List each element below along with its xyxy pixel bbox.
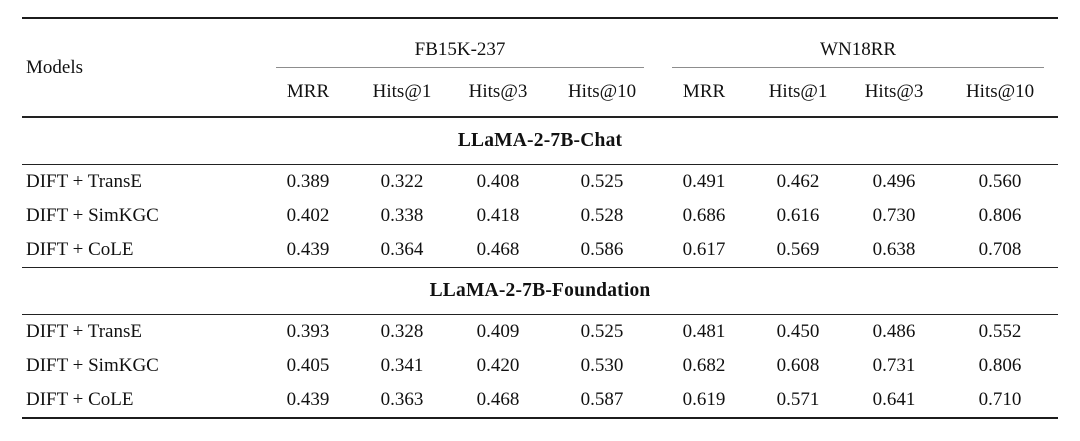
- metric-cell: 0.806: [978, 205, 1022, 226]
- model-name: DIFT + SimKGC: [26, 205, 159, 226]
- metric-header-fb-mrr: MRR: [262, 68, 354, 118]
- models-column-header: Models: [22, 18, 262, 118]
- metric-cell: 0.617: [682, 239, 726, 260]
- metric-cell: 0.569: [776, 239, 820, 260]
- metric-cell: 0.409: [476, 321, 520, 342]
- metric-cell: 0.496: [872, 171, 916, 192]
- metric-cell: 0.389: [286, 171, 330, 192]
- metric-cell: 0.439: [286, 239, 330, 260]
- metric-cell: 0.439: [286, 389, 330, 410]
- metric-cell: 0.481: [682, 321, 726, 342]
- metric-header-fb-hits3: Hits@3: [450, 68, 546, 118]
- metric-header-wn-hits10: Hits@10: [942, 68, 1059, 118]
- metric-cell: 0.468: [476, 389, 520, 410]
- metric-cell: 0.363: [380, 389, 424, 410]
- metric-cell: 0.682: [682, 355, 726, 376]
- metric-cell: 0.528: [580, 205, 624, 226]
- header-group-row: Models FB15K-237 WN18RR: [22, 18, 1059, 118]
- metric-cell: 0.491: [682, 171, 726, 192]
- metric-cell: 0.710: [978, 389, 1022, 410]
- metric-cell: 0.468: [476, 239, 520, 260]
- table-row: DIFT + SimKGC 0.402 0.338 0.418 0.528 0.…: [22, 199, 1058, 233]
- metric-cell: 0.571: [776, 389, 820, 410]
- metric-header-wn-hits3: Hits@3: [846, 68, 943, 118]
- metric-cell: 0.341: [380, 355, 424, 376]
- table-row: DIFT + SimKGC 0.405 0.341 0.420 0.530 0.…: [22, 349, 1058, 383]
- metric-cell: 0.486: [872, 321, 916, 342]
- model-name: DIFT + TransE: [26, 321, 142, 342]
- metric-cell: 0.462: [776, 171, 820, 192]
- metric-cell: 0.338: [380, 205, 424, 226]
- metric-header-wn-mrr: MRR: [658, 68, 751, 118]
- metric-cell: 0.328: [380, 321, 424, 342]
- results-table: Models FB15K-237 WN18RR MRR Hits@1 Hits@…: [22, 17, 1059, 419]
- metric-cell: 0.730: [872, 205, 916, 226]
- dataset-header-fb15k237: FB15K-237: [262, 18, 659, 68]
- metric-cell: 0.560: [978, 171, 1022, 192]
- metric-cell: 0.638: [872, 239, 916, 260]
- paper-table-container: Models FB15K-237 WN18RR MRR Hits@1 Hits@…: [22, 17, 1059, 419]
- model-name: DIFT + TransE: [26, 171, 142, 192]
- section-header-chat: LLaMA-2-7B-Chat: [22, 116, 1059, 165]
- metric-cell: 0.402: [286, 205, 330, 226]
- metric-cell: 0.408: [476, 171, 520, 192]
- metric-cell: 0.586: [580, 239, 624, 260]
- section-title: LLaMA-2-7B-Foundation: [22, 267, 1059, 315]
- section-title: LLaMA-2-7B-Chat: [22, 116, 1059, 165]
- metric-cell: 0.686: [682, 205, 726, 226]
- table-row: DIFT + CoLE 0.439 0.363 0.468 0.587 0.61…: [22, 383, 1058, 418]
- metric-cell: 0.552: [978, 321, 1022, 342]
- metric-cell: 0.420: [476, 355, 520, 376]
- section-header-foundation: LLaMA-2-7B-Foundation: [22, 267, 1059, 315]
- metric-header-fb-hits1: Hits@1: [354, 68, 450, 118]
- metric-cell: 0.418: [476, 205, 520, 226]
- metric-cell: 0.608: [776, 355, 820, 376]
- table-row: DIFT + TransE 0.389 0.322 0.408 0.525 0.…: [22, 165, 1058, 200]
- metric-header-fb-hits10: Hits@10: [546, 68, 659, 118]
- metric-cell: 0.525: [580, 171, 624, 192]
- metric-cell: 0.450: [776, 321, 820, 342]
- header-metric-row: MRR Hits@1 Hits@3 Hits@10 MRR Hits@1 Hit…: [22, 68, 1059, 118]
- metric-cell: 0.616: [776, 205, 820, 226]
- metric-cell: 0.806: [978, 355, 1022, 376]
- metric-cell: 0.619: [682, 389, 726, 410]
- metric-cell: 0.364: [380, 239, 424, 260]
- metric-cell: 0.405: [286, 355, 330, 376]
- metric-cell: 0.525: [580, 321, 624, 342]
- metric-cell: 0.393: [286, 321, 330, 342]
- metric-cell: 0.641: [872, 389, 916, 410]
- table-row: DIFT + CoLE 0.439 0.364 0.468 0.586 0.61…: [22, 233, 1058, 268]
- dataset-header-wn18rr: WN18RR: [658, 18, 1059, 68]
- metric-cell: 0.731: [872, 355, 916, 376]
- table-row: DIFT + TransE 0.393 0.328 0.409 0.525 0.…: [22, 315, 1058, 350]
- metric-cell: 0.587: [580, 389, 624, 410]
- model-name: DIFT + SimKGC: [26, 355, 159, 376]
- model-name: DIFT + CoLE: [26, 389, 134, 410]
- metric-header-wn-hits1: Hits@1: [750, 68, 847, 118]
- metric-cell: 0.322: [380, 171, 424, 192]
- metric-cell: 0.530: [580, 355, 624, 376]
- metric-cell: 0.708: [978, 239, 1022, 260]
- model-name: DIFT + CoLE: [26, 239, 134, 260]
